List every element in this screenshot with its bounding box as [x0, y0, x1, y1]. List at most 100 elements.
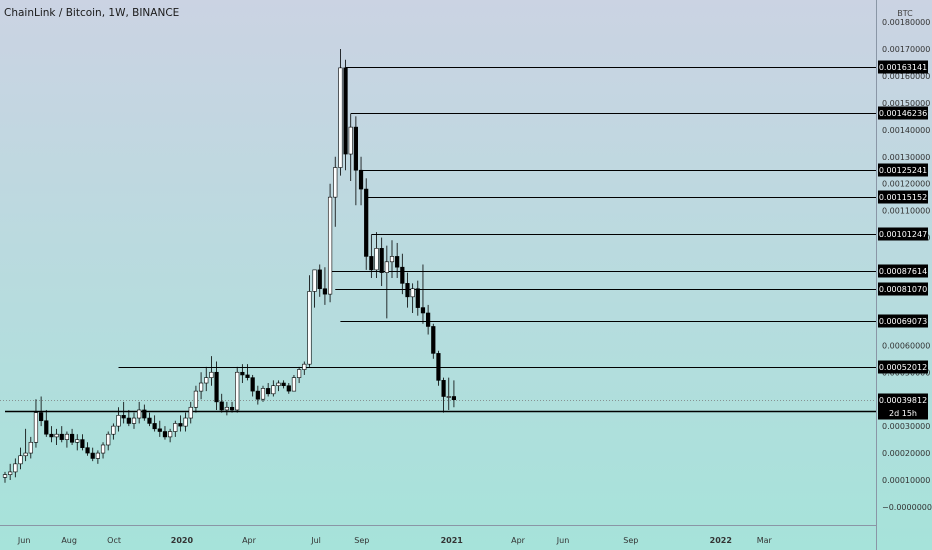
candle-up: [8, 471, 13, 475]
level-price-label-box: [878, 360, 928, 374]
time-tick-label: Jul: [310, 536, 321, 545]
level-price-label: 0.00163141: [878, 60, 928, 74]
candle-up: [137, 409, 142, 419]
candle-up: [188, 406, 193, 419]
time-tick-label: Jun: [17, 536, 31, 545]
time-tick-label: Apr: [242, 536, 257, 545]
level-price-label-box: [878, 227, 928, 241]
candle-up: [28, 441, 33, 454]
level-price-label-box: [878, 190, 928, 204]
candle-up: [183, 417, 188, 427]
candle-down: [214, 371, 219, 403]
candle-down: [405, 283, 410, 298]
horizontal-levels: [0, 67, 876, 413]
bar-countdown-label-text: 2d 15h: [889, 409, 917, 418]
candle-up: [75, 439, 80, 443]
candle-up: [193, 390, 199, 408]
candle-up: [173, 423, 178, 432]
candle-up: [204, 377, 209, 384]
last-price-label-text: 0.00039812: [879, 396, 927, 405]
time-tick-label: Oct: [107, 536, 121, 545]
candle-down: [415, 288, 420, 308]
price-tick-label: −0.00000000: [882, 503, 932, 512]
candle-up: [410, 288, 415, 298]
candle-down: [358, 169, 364, 190]
candle-up: [291, 377, 297, 392]
candle-down: [343, 67, 348, 155]
candle-up: [100, 444, 106, 454]
price-tick-label: 0.00130000: [882, 153, 930, 162]
candle-down: [266, 388, 271, 395]
candle-up: [95, 452, 100, 459]
level-price-label-text: 0.00081070: [879, 285, 927, 294]
candle-down: [219, 401, 224, 411]
candle-up: [13, 463, 18, 473]
candle-up: [446, 396, 451, 398]
candle-down: [178, 423, 183, 427]
candle-down: [441, 380, 446, 397]
price-tick-label: 0.00010000: [882, 476, 930, 485]
candle-down: [162, 431, 168, 438]
price-tick-label: 0.00170000: [882, 45, 930, 54]
candle-up: [224, 406, 229, 411]
price-axis-currency: BTC: [897, 9, 913, 18]
candle-up: [333, 167, 338, 198]
level-price-label: 0.00081070: [878, 282, 928, 296]
candle-up: [64, 433, 70, 440]
candle-down: [395, 256, 400, 268]
level-price-label-box: [878, 163, 928, 177]
price-tick-label: 0.00110000: [882, 207, 930, 216]
price-tick-label: 0.00020000: [882, 449, 930, 458]
candle-up: [374, 248, 379, 271]
candle-down: [451, 396, 457, 400]
candle-down: [369, 256, 374, 271]
level-price-label-text: 0.00146236: [879, 109, 927, 118]
level-price-label: 0.00146236: [878, 106, 928, 120]
candles: [2, 49, 457, 483]
price-tick-label: 0.00150000: [882, 99, 930, 108]
candle-down: [364, 188, 369, 257]
candle-up: [307, 291, 312, 365]
price-tick-label: 0.00160000: [882, 72, 930, 81]
price-tick-label: 0.00060000: [882, 341, 930, 350]
candle-up: [54, 433, 59, 438]
level-price-label-text: 0.00115152: [879, 193, 927, 202]
time-axis-ticks: Jun Aug Oct 2020 Apr Jul Sep 2021 Apr Jun Sep 2022 M…: [17, 536, 773, 545]
candle-down: [49, 433, 54, 438]
candle-down: [250, 377, 255, 392]
candle-down: [286, 385, 291, 392]
candle-down: [353, 126, 358, 171]
candle-down: [240, 371, 245, 376]
price-tick-label: 0.00030000: [882, 422, 930, 431]
level-price-label-box: [878, 60, 928, 74]
level-price-label-text: 0.00101247: [879, 230, 927, 239]
candle-down: [426, 312, 431, 327]
candle-down: [39, 412, 44, 422]
candle-up: [33, 412, 39, 443]
candle-up: [271, 385, 276, 395]
candle-down: [85, 447, 90, 454]
candle-up: [111, 425, 116, 435]
time-tick-label: Apr: [511, 536, 526, 545]
candle-up: [312, 269, 317, 292]
candle-up: [276, 382, 281, 387]
level-price-label-box: [878, 264, 928, 278]
candle-down: [281, 382, 286, 387]
candle-up: [106, 433, 111, 446]
candle-down: [69, 433, 75, 443]
candle-up: [131, 417, 137, 424]
chart-title: ChainLink / Bitcoin, 1W, BINANCE: [4, 7, 180, 19]
candle-down: [147, 417, 152, 424]
level-price-label: 0.00052012: [878, 360, 928, 374]
candle-down: [90, 452, 95, 459]
level-price-label: 0.00069073: [878, 314, 928, 328]
level-price-label-text: 0.00069073: [879, 317, 927, 326]
candle-down: [157, 428, 162, 432]
bar-countdown-label: 2d 15h: [878, 406, 928, 420]
candle-up: [327, 196, 333, 295]
candle-down: [379, 248, 384, 273]
candle-up: [384, 261, 389, 273]
level-price-label-text: 0.00125241: [879, 166, 927, 175]
